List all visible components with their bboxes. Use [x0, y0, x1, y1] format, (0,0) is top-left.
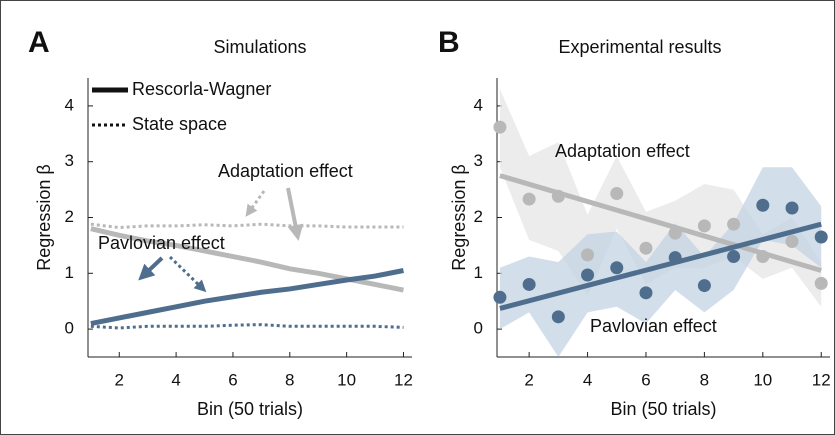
data-point [756, 198, 770, 212]
data-point [493, 120, 507, 134]
data-point [814, 230, 828, 244]
x-tick-label: 4 [583, 370, 592, 389]
data-point [785, 201, 799, 215]
data-point [581, 248, 595, 262]
y-tick-label: 4 [65, 95, 74, 114]
data-point [697, 219, 711, 233]
panel-title: Experimental results [558, 37, 721, 57]
series-line [90, 222, 404, 230]
x-tick-label: 8 [700, 370, 709, 389]
data-point [814, 276, 828, 290]
x-tick-label: 6 [641, 370, 650, 389]
x-tick-label: 2 [524, 370, 533, 389]
annotation: Pavlovian effect [590, 316, 717, 336]
annotation: Adaptation effect [218, 161, 353, 181]
data-point [610, 187, 624, 201]
data-point [551, 189, 565, 203]
panel-letter: A [28, 26, 50, 59]
fit-line [499, 221, 822, 311]
x-tick-label: 2 [115, 370, 124, 389]
panel-letter: B [438, 26, 460, 59]
annotation: Pavlovian effect [98, 233, 225, 253]
y-tick-label: 3 [474, 151, 483, 170]
x-tick-label: 12 [394, 370, 413, 389]
x-tick-label: 4 [171, 370, 180, 389]
arrows [138, 187, 304, 293]
legend-label: Rescorla-Wagner [132, 79, 271, 99]
data-point [668, 251, 682, 265]
data-point [668, 226, 682, 240]
series-line [90, 323, 404, 330]
x-axis-label: Bin (50 trials) [610, 399, 716, 419]
arrow [286, 187, 304, 241]
x-tick-label: 8 [285, 370, 294, 389]
confidence-band [499, 167, 822, 357]
data-point [785, 234, 799, 248]
data-point [639, 286, 653, 300]
data-point [610, 261, 624, 275]
x-axis-label: Bin (50 trials) [197, 399, 303, 419]
data-point [727, 250, 741, 264]
y-tick-label: 1 [474, 263, 483, 282]
y-axis-label: Regression β [449, 164, 469, 270]
y-tick-label: 4 [474, 95, 483, 114]
data-point [522, 192, 536, 206]
x-tick-label: 10 [337, 370, 356, 389]
data-point [522, 277, 536, 291]
data-point [551, 310, 565, 324]
data-point [756, 250, 770, 264]
y-tick-label: 1 [65, 263, 74, 282]
x-tick-label: 10 [753, 370, 772, 389]
y-tick-label: 3 [65, 151, 74, 170]
arrow [138, 256, 164, 281]
annotation: Adaptation effect [555, 141, 690, 161]
data-point [581, 268, 595, 282]
y-axis-label: Regression β [34, 164, 54, 270]
x-tick-label: 12 [812, 370, 831, 389]
x-tick-label: 6 [228, 370, 237, 389]
legend-label: State space [132, 114, 227, 134]
arrow [245, 190, 266, 217]
data-point [697, 279, 711, 293]
data-point [639, 241, 653, 255]
panel-title: Simulations [213, 37, 306, 57]
data-point [493, 290, 507, 304]
y-tick-label: 0 [474, 319, 483, 338]
series-line [90, 268, 404, 326]
data-point [727, 217, 741, 231]
y-tick-label: 2 [474, 207, 483, 226]
y-tick-label: 2 [65, 207, 74, 226]
y-tick-label: 0 [65, 319, 74, 338]
arrow [168, 255, 207, 293]
